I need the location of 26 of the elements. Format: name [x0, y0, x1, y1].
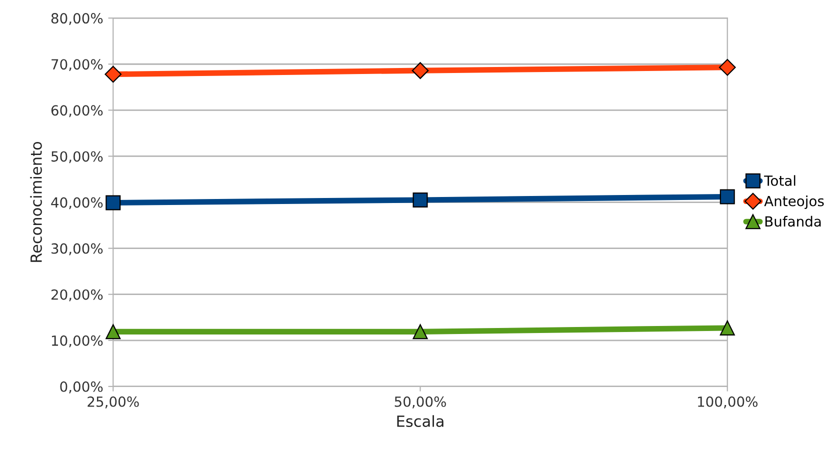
y-tick-label: 60,00% [51, 105, 103, 118]
point [104, 66, 122, 83]
x-tick-label: 100,00% [698, 396, 758, 408]
x-tick-label: 50,00% [394, 396, 446, 408]
point [412, 62, 429, 79]
y-tick-label: 80,00% [51, 13, 103, 25]
y-tick-label: 10,00% [52, 335, 103, 348]
point [412, 324, 428, 340]
legend-label: Total [764, 175, 796, 186]
point [720, 320, 735, 336]
legend-label: Bufanda [765, 216, 821, 227]
point [718, 58, 736, 76]
point [412, 192, 428, 208]
y-tick-label: 0,00% [60, 381, 103, 394]
legend-label: Anteojos [764, 196, 824, 209]
y-tick-label: 30,00% [52, 243, 103, 256]
y-axis-title: Reconocimiento [30, 142, 42, 262]
x-axis-title: Escala [397, 415, 444, 428]
point [720, 189, 735, 204]
point [106, 195, 121, 210]
y-tick-label: 20,00% [51, 289, 103, 302]
y-tick-label: 40,00% [51, 197, 103, 210]
y-tick-label: 50,00% [52, 151, 103, 164]
y-tick-label: 70,00% [52, 59, 103, 72]
x-tick-label: 25,00% [88, 396, 139, 408]
point [106, 324, 121, 340]
